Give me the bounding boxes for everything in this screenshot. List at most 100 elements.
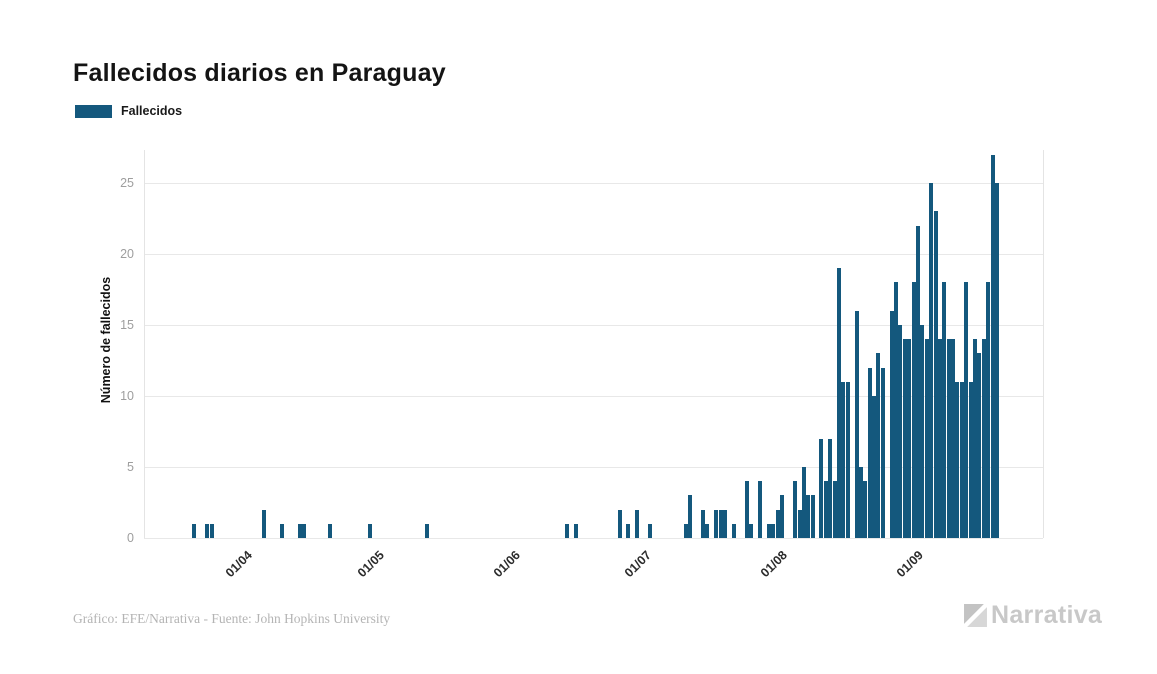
bar[interactable] (986, 282, 991, 538)
bar[interactable] (279, 523, 284, 538)
bar[interactable] (951, 339, 956, 538)
bar[interactable] (955, 381, 960, 538)
bar[interactable] (889, 310, 894, 538)
bar[interactable] (718, 509, 723, 538)
bar[interactable] (863, 481, 868, 538)
bar[interactable] (779, 495, 784, 538)
bar[interactable] (933, 211, 938, 538)
x-tick-label: 01/05 (354, 548, 387, 581)
bar[interactable] (573, 523, 578, 538)
bar[interactable] (758, 481, 763, 538)
y-axis-title: Número de fallecidos (99, 276, 113, 404)
bar[interactable] (854, 310, 859, 538)
bar[interactable] (898, 325, 903, 538)
bar[interactable] (968, 381, 973, 538)
bar[interactable] (205, 523, 210, 538)
bar[interactable] (806, 495, 811, 538)
bar[interactable] (823, 481, 828, 538)
bar[interactable] (424, 523, 429, 538)
gridline (144, 183, 1043, 184)
page-title: Fallecidos diarios en Paraguay (73, 58, 446, 87)
narrativa-n-icon (964, 604, 987, 627)
bar[interactable] (192, 523, 197, 538)
bar[interactable] (714, 509, 719, 538)
bar[interactable] (565, 523, 570, 538)
bar[interactable] (841, 381, 846, 538)
bar[interactable] (297, 523, 302, 538)
bar[interactable] (801, 467, 806, 538)
bar[interactable] (705, 523, 710, 538)
y-tick-label: 10 (120, 389, 134, 403)
bar[interactable] (749, 523, 754, 538)
gridline (144, 396, 1043, 397)
bar[interactable] (797, 509, 802, 538)
bar[interactable] (946, 339, 951, 538)
bar[interactable] (977, 353, 982, 538)
bar[interactable] (775, 509, 780, 538)
bar[interactable] (959, 381, 964, 538)
bar[interactable] (880, 367, 885, 538)
x-tick-label: 01/04 (223, 548, 256, 581)
legend[interactable]: Fallecidos (75, 104, 182, 118)
bar[interactable] (722, 509, 727, 538)
narrativa-logo: Narrativa (963, 601, 1102, 630)
bar[interactable] (819, 438, 824, 538)
bar[interactable] (937, 339, 942, 538)
bar[interactable] (942, 282, 947, 538)
bar[interactable] (920, 325, 925, 538)
bar[interactable] (867, 367, 872, 538)
bar[interactable] (648, 523, 653, 538)
bar[interactable] (635, 509, 640, 538)
bar[interactable] (810, 495, 815, 538)
y-tick-label: 25 (120, 176, 134, 190)
bar[interactable] (876, 353, 881, 538)
bar[interactable] (981, 339, 986, 538)
x-tick-label: 01/06 (490, 548, 523, 581)
legend-swatch (75, 104, 112, 118)
bar[interactable] (894, 282, 899, 538)
bar[interactable] (701, 509, 706, 538)
x-tick-label: 01/08 (758, 548, 791, 581)
bar[interactable] (262, 509, 267, 538)
gridline (144, 325, 1043, 326)
bar[interactable] (766, 523, 771, 538)
bar[interactable] (301, 523, 306, 538)
bar[interactable] (209, 523, 214, 538)
bar[interactable] (744, 481, 749, 538)
bar[interactable] (902, 339, 907, 538)
bar[interactable] (964, 282, 969, 538)
bar[interactable] (828, 438, 833, 538)
y-tick-label: 20 (120, 247, 134, 261)
bar[interactable] (907, 339, 912, 538)
legend-label: Fallecidos (121, 104, 183, 118)
bar[interactable] (687, 495, 692, 538)
bar[interactable] (994, 183, 999, 538)
bar[interactable] (845, 381, 850, 538)
bar[interactable] (858, 467, 863, 538)
bar[interactable] (367, 523, 372, 538)
y-axis-line (144, 150, 145, 538)
bar[interactable] (872, 396, 877, 538)
bar[interactable] (683, 523, 688, 538)
bar[interactable] (990, 154, 995, 538)
x-tick-label: 01/07 (622, 548, 655, 581)
gridline (144, 538, 1043, 539)
bar[interactable] (837, 268, 841, 538)
bar[interactable] (328, 523, 333, 538)
bar[interactable] (771, 523, 776, 538)
y-tick-label: 15 (120, 318, 134, 332)
bar[interactable] (915, 225, 920, 538)
narrativa-wordmark: Narrativa (991, 601, 1103, 629)
bar[interactable] (731, 523, 736, 538)
bar[interactable] (617, 509, 622, 538)
y-tick-label: 0 (127, 531, 134, 545)
bar[interactable] (929, 183, 934, 538)
bar[interactable] (832, 481, 837, 538)
bar[interactable] (972, 339, 977, 538)
bar[interactable] (911, 282, 916, 538)
bar[interactable] (626, 523, 631, 538)
bar[interactable] (924, 339, 929, 538)
bar[interactable] (793, 481, 798, 538)
gridline (144, 467, 1043, 468)
